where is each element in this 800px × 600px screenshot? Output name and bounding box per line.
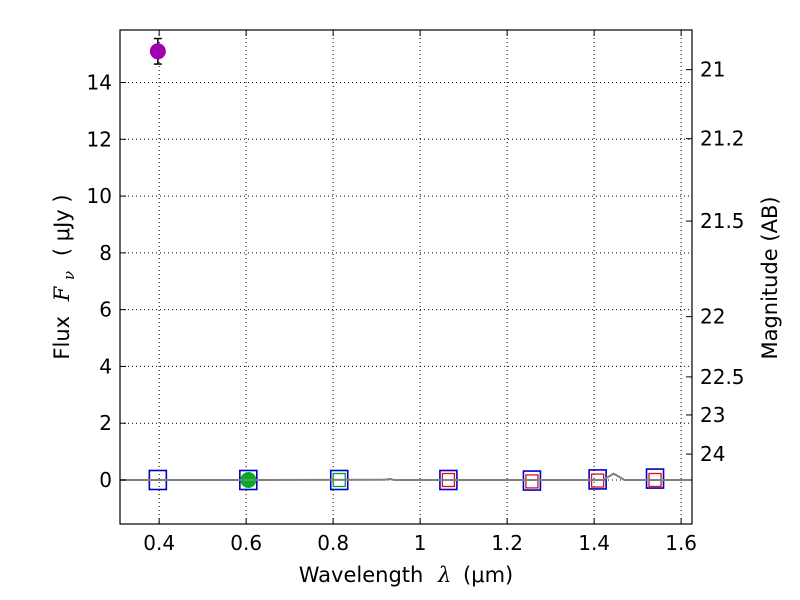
x-tick-label: 0.4 xyxy=(143,531,175,555)
x-axis-label: Wavelength λ (μm) xyxy=(299,563,513,587)
axis-labels: Wavelength λ (μm) Flux F ν ( μJy ) Magni… xyxy=(50,194,782,587)
mag-tick-label: 22.5 xyxy=(700,365,745,389)
mag-tick-label: 21.5 xyxy=(700,209,745,233)
mag-tick-label: 22 xyxy=(700,305,725,329)
x-tick-label: 0.8 xyxy=(317,531,349,555)
y-tick-label: 8 xyxy=(99,241,112,265)
mag-tick-label: 21 xyxy=(700,58,725,82)
x-label-symbol: λ xyxy=(437,563,451,587)
x-tick-label: 1.2 xyxy=(491,531,523,555)
right-axis-label: Magnitude (AB) xyxy=(758,196,782,359)
y-label-symbol: F xyxy=(50,285,74,302)
x-tick-label: 0.6 xyxy=(230,531,262,555)
y-tick-label: 2 xyxy=(99,411,112,435)
plot-frame xyxy=(119,29,693,525)
y-tick-label: 0 xyxy=(99,468,112,492)
spectrum-line xyxy=(120,472,692,481)
y-tick-label: 10 xyxy=(87,184,112,208)
mag-tick-label: 24 xyxy=(700,442,725,466)
y-axis-label: Flux F ν ( μJy ) xyxy=(50,194,79,359)
x-label-text: Wavelength xyxy=(299,563,424,587)
y-tick-label: 4 xyxy=(99,354,112,378)
y-tick-label: 14 xyxy=(87,71,112,95)
y-label-symbol-sub: ν xyxy=(60,271,78,280)
mag-tick-label: 23 xyxy=(700,403,725,427)
y-label-text: Flux xyxy=(50,316,74,360)
y-label-unit: ( μJy ) xyxy=(50,194,74,256)
data-point xyxy=(149,43,166,60)
axes: 0.4 0.6 0.8 1 1.2 1.4 1.6024681012142121.221.5… xyxy=(87,29,745,555)
grid-lines xyxy=(120,30,692,524)
data-series xyxy=(120,37,692,491)
x-tick-label: 1 xyxy=(414,531,427,555)
y-tick-label: 6 xyxy=(99,298,112,322)
x-label-unit: (μm) xyxy=(463,563,513,587)
y-tick-label: 12 xyxy=(87,127,112,151)
mag-tick-label: 21.2 xyxy=(700,127,745,151)
x-tick-label: 1.4 xyxy=(578,531,610,555)
model-square xyxy=(645,468,665,489)
x-tick-label: 1.6 xyxy=(665,531,697,555)
observed-square xyxy=(525,474,539,489)
